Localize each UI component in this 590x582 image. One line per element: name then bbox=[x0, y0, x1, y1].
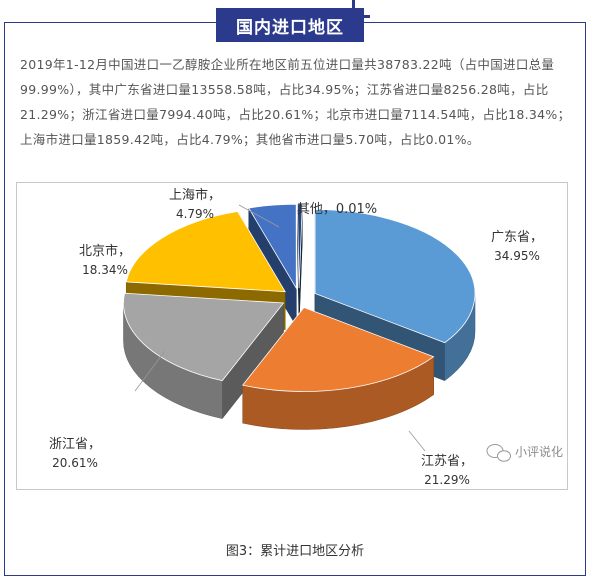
slice-4-top bbox=[248, 203, 297, 290]
leader-line-zhejiang bbox=[134, 350, 166, 392]
slice-label-0: 广东省， 34.95% bbox=[491, 230, 543, 263]
slice-category-label: 上海市， bbox=[169, 187, 221, 203]
slice-value-label: 21.29% bbox=[424, 473, 470, 487]
watermark-text: 小评说化 bbox=[515, 444, 563, 459]
slice-3-top bbox=[125, 211, 286, 293]
slice-category-label: 北京市， bbox=[79, 243, 131, 259]
slice-label-4: 上海市， 4.79% bbox=[169, 187, 221, 221]
slice-0-top bbox=[314, 209, 476, 344]
leader-line-shanghai bbox=[238, 204, 280, 228]
slice-category-label: 江苏省， bbox=[421, 453, 473, 469]
slice-label-5: 其他，0.01% bbox=[297, 202, 377, 217]
slice-category-label: 广东省， bbox=[491, 230, 543, 245]
slice-label-3: 北京市， 18.34% bbox=[79, 243, 131, 277]
pie-labels: 广东省， 34.95% 江苏省， 21.29% 浙江省， 20.61% 北京市， 18.34%… bbox=[49, 187, 543, 487]
slice-5-top bbox=[296, 203, 303, 289]
pie-chart: 广东省， 34.95% 江苏省， 21.29% 浙江省， 20.61% 北京市， 18.34%… bbox=[49, 187, 563, 487]
slice-value-label: 18.34% bbox=[82, 263, 128, 277]
slice-value-label: 34.95% bbox=[494, 249, 540, 263]
description-text: 2019年1-12月中国进口一乙醇胺企业所在地区前五位进口量共38783.22吨… bbox=[20, 57, 571, 147]
figure-caption: 图3：累计进口地区分析 bbox=[225, 544, 365, 559]
slice-1-top bbox=[242, 307, 435, 392]
slice-label-2: 浙江省， 20.61% bbox=[49, 437, 101, 470]
section-title: 国内进口地区 bbox=[216, 8, 364, 42]
watermark: 小评说化 bbox=[486, 444, 563, 462]
chart-container: 广东省， 34.95% 江苏省， 21.29% 浙江省， 20.61% 北京市， 18.34%… bbox=[16, 182, 568, 490]
slice-value-label: 4.79% bbox=[176, 207, 214, 221]
slice-label-text: 其他，0.01% bbox=[297, 202, 377, 217]
leader-line-jiangsu bbox=[408, 430, 426, 452]
wechat-icon bbox=[486, 444, 511, 462]
pie-tops bbox=[123, 203, 476, 392]
slice-2-top bbox=[123, 292, 285, 382]
slice-value-label: 20.61% bbox=[52, 456, 98, 470]
slice-label-1: 江苏省， 21.29% bbox=[421, 453, 473, 487]
slice-category-label: 浙江省， bbox=[49, 437, 101, 452]
